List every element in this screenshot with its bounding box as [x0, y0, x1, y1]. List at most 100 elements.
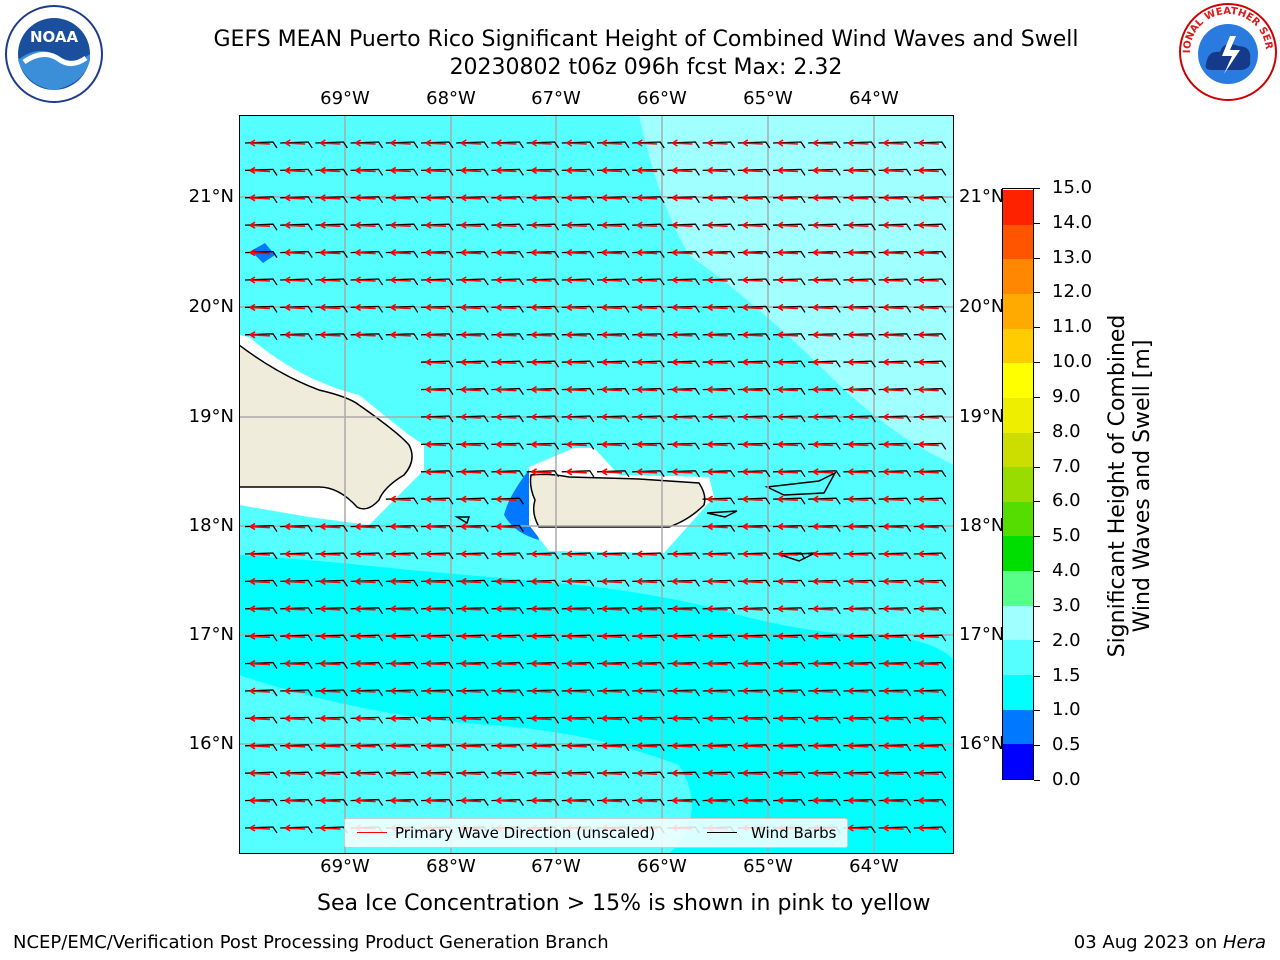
wave-direction-arrow: [460, 194, 482, 202]
wave-direction-arrow: [671, 358, 693, 366]
wave-direction-arrow: [601, 796, 623, 805]
wave-direction-arrow: [531, 331, 552, 339]
wave-direction-arrow: [636, 331, 658, 339]
wave-direction-arrow: [495, 331, 517, 339]
wave-direction-arrow: [671, 796, 693, 805]
wave-direction-arrow: [601, 468, 623, 476]
wave-direction-arrow: [460, 632, 482, 640]
wave-direction-arrow: [918, 495, 939, 503]
wave-direction-arrow: [671, 440, 693, 449]
wave-direction-arrow: [777, 468, 799, 476]
wave-direction-arrow: [636, 796, 658, 805]
wave-direction-arrow: [495, 358, 517, 366]
wave-direction-arrow: [319, 796, 341, 805]
wave-direction-arrow: [460, 166, 482, 175]
wave-direction-arrow: [636, 139, 658, 147]
wave-direction-arrow: [847, 276, 869, 284]
wave-direction-arrow: [249, 824, 271, 832]
colorbar-label: 5.0: [1052, 525, 1081, 547]
wave-direction-arrow: [742, 139, 763, 147]
wave-direction-arrow: [460, 687, 482, 695]
wave-direction-arrow: [847, 468, 869, 476]
wave-direction-arrow: [883, 331, 904, 339]
wave-direction-arrow: [847, 796, 869, 805]
wave-direction-arrow: [566, 331, 587, 339]
wave-direction-arrow: [460, 522, 482, 531]
wave-direction-arrow: [742, 742, 763, 750]
wave-direction-arrow: [425, 742, 447, 750]
wave-direction-arrow: [918, 796, 939, 805]
wave-direction-arrow: [460, 440, 482, 449]
wave-direction-arrow: [883, 577, 904, 586]
wave-direction-arrow: [777, 769, 799, 777]
wave-direction-arrow: [531, 714, 552, 723]
wave-direction-arrow: [460, 385, 482, 394]
wave-direction-arrow: [883, 796, 904, 805]
wave-direction-arrow: [601, 248, 623, 257]
wave-direction-arrow: [566, 276, 587, 284]
wave-direction-arrow: [883, 440, 904, 449]
wave-direction-arrow: [742, 714, 763, 723]
colorbar-segment: [1003, 397, 1033, 433]
wave-direction-arrow: [284, 303, 306, 312]
wave-direction-arrow: [601, 714, 623, 723]
wave-direction-arrow: [566, 577, 587, 586]
wave-direction-arrow: [425, 769, 447, 777]
wave-direction-arrow: [847, 303, 869, 312]
wave-direction-arrow: [601, 413, 623, 421]
wave-direction-arrow: [777, 659, 799, 668]
wave-direction-arrow: [883, 221, 904, 229]
wave-direction-arrow: [918, 714, 939, 723]
wave-direction-arrow: [460, 331, 482, 339]
wave-direction-arrow: [918, 605, 939, 613]
wave-direction-arrow: [777, 796, 799, 805]
wave-direction-arrow: [284, 796, 306, 805]
wave-direction-arrow: [355, 248, 376, 257]
wave-direction-arrow: [707, 495, 728, 503]
wave-direction-arrow: [601, 194, 623, 202]
wave-direction-arrow: [636, 221, 658, 229]
wave-direction-arrow: [847, 358, 869, 366]
wave-direction-arrow: [883, 413, 904, 421]
wave-direction-arrow: [319, 632, 341, 640]
lon-tick-bottom: 66°W: [637, 856, 687, 877]
wave-direction-arrow: [495, 166, 517, 175]
wave-direction-arrow: [319, 577, 341, 586]
wave-direction-arrow: [249, 194, 271, 202]
wave-direction-arrow: [249, 331, 271, 339]
wave-direction-arrow: [566, 605, 587, 613]
wave-direction-arrow: [355, 687, 376, 695]
wave-direction-arrow: [812, 385, 834, 394]
wave-direction-arrow: [812, 577, 834, 586]
wave-direction-arrow: [495, 550, 517, 558]
wave-direction-arrow: [883, 166, 904, 175]
wave-direction-arrow: [319, 824, 341, 832]
wave-direction-arrow: [460, 577, 482, 586]
wave-direction-arrow: [883, 385, 904, 394]
wave-direction-arrow: [495, 248, 517, 257]
wave-direction-arrow: [495, 577, 517, 586]
wave-direction-arrow: [566, 440, 587, 449]
wave-direction-arrow: [671, 632, 693, 640]
wave-direction-arrow: [531, 248, 552, 257]
wave-direction-arrow: [742, 605, 763, 613]
wave-direction-arrow: [883, 194, 904, 202]
colorbar-segment: [1003, 639, 1033, 676]
lon-tick-top: 68°W: [426, 88, 476, 109]
wave-direction-arrow: [918, 331, 939, 339]
wind-barbs-legend-line: [707, 832, 737, 833]
colorbar-segment: [1003, 189, 1033, 225]
wave-direction-arrow: [918, 385, 939, 394]
wave-direction-arrow: [390, 166, 411, 175]
wave-direction-arrow: [566, 303, 587, 312]
wave-height-map: [238, 114, 955, 855]
wave-direction-arrow: [918, 824, 939, 832]
lat-tick-right: 20°N: [959, 296, 1005, 317]
wave-direction-arrow: [460, 221, 482, 229]
wave-direction-arrow: [671, 221, 693, 229]
wave-direction-arrow: [671, 385, 693, 394]
wave-direction-arrow: [707, 796, 728, 805]
colorbar-label: 8.0: [1052, 420, 1081, 442]
wave-direction-arrow: [601, 577, 623, 586]
wave-direction-arrow: [390, 550, 411, 558]
